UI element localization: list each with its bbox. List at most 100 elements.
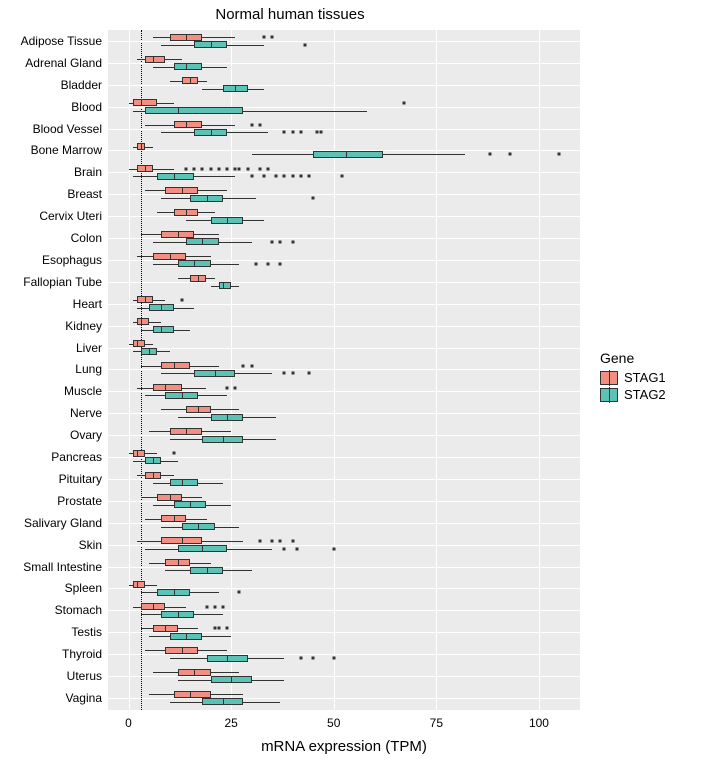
y-tick-label: Kidney: [65, 319, 108, 333]
y-tick-label: Esophagus: [42, 253, 108, 267]
boxplot-box: [170, 479, 199, 486]
y-tick-label: Muscle: [64, 384, 108, 398]
outlier-point: [402, 101, 405, 104]
y-tick-label: Liver: [76, 341, 108, 355]
boxplot-box: [145, 56, 166, 63]
y-tick-label: Cervix Uteri: [39, 209, 108, 223]
y-tick-label: Salivary Gland: [24, 516, 108, 530]
y-tick-label: Stomach: [55, 603, 108, 617]
outlier-point: [267, 262, 270, 265]
outlier-point: [283, 131, 286, 134]
outlier-point: [226, 627, 229, 630]
y-tick-label: Brain: [74, 165, 108, 179]
outlier-point: [558, 153, 561, 156]
y-tick-label: Adrenal Gland: [25, 56, 108, 70]
outlier-point: [279, 262, 282, 265]
outlier-point: [291, 175, 294, 178]
y-tick-label: Fallopian Tube: [23, 275, 108, 289]
boxplot-box: [145, 107, 244, 114]
outlier-point: [226, 386, 229, 389]
outlier-point: [217, 627, 220, 630]
outlier-point: [267, 167, 270, 170]
outlier-point: [291, 131, 294, 134]
outlier-point: [193, 167, 196, 170]
y-tick-label: Small Intestine: [23, 560, 108, 574]
outlier-point: [332, 657, 335, 660]
boxplot-box: [157, 173, 194, 180]
outlier-point: [291, 372, 294, 375]
x-axis-title: mRNA expression (TPM): [108, 738, 580, 755]
x-tick-label: 100: [529, 710, 549, 730]
outlier-point: [234, 167, 237, 170]
boxplot-box: [219, 282, 231, 289]
outlier-point: [217, 167, 220, 170]
y-tick-label: Heart: [73, 297, 108, 311]
outlier-point: [262, 36, 265, 39]
boxplot-box: [313, 151, 383, 158]
y-tick-label: Adipose Tissue: [21, 34, 108, 48]
outlier-point: [246, 167, 249, 170]
outlier-point: [226, 167, 229, 170]
plot-panel: 0255075100Adipose TissueAdrenal GlandBla…: [108, 30, 580, 710]
y-tick-label: Prostate: [57, 494, 108, 508]
legend-title: Gene: [600, 350, 666, 366]
boxplot-box: [174, 63, 203, 70]
outlier-point: [205, 605, 208, 608]
legend-swatch: [600, 371, 618, 385]
y-tick-label: Lung: [75, 362, 108, 376]
outlier-point: [283, 372, 286, 375]
boxplot-box: [133, 340, 145, 347]
boxplot-box: [153, 326, 174, 333]
outlier-point: [308, 372, 311, 375]
y-tick-label: Ovary: [70, 428, 108, 442]
outlier-point: [299, 657, 302, 660]
boxplot-box: [161, 362, 190, 369]
y-tick-label: Breast: [67, 187, 108, 201]
outlier-point: [258, 167, 261, 170]
outlier-point: [213, 627, 216, 630]
outlier-point: [250, 175, 253, 178]
legend-label: STAG2: [624, 387, 666, 402]
chart-title: Normal human tissues: [0, 6, 580, 23]
x-tick-label: 25: [224, 710, 237, 730]
legend-item: STAG2: [600, 387, 666, 402]
outlier-point: [283, 175, 286, 178]
outlier-point: [238, 167, 241, 170]
boxplot-box: [133, 450, 145, 457]
boxplot-box: [174, 121, 203, 128]
outlier-point: [509, 153, 512, 156]
outlier-point: [279, 539, 282, 542]
outlier-point: [184, 167, 187, 170]
y-tick-label: Nerve: [70, 406, 108, 420]
outlier-point: [213, 605, 216, 608]
y-tick-label: Colon: [71, 231, 108, 245]
y-tick-label: Blood Vessel: [33, 122, 108, 136]
outlier-point: [312, 657, 315, 660]
outlier-point: [283, 547, 286, 550]
outlier-point: [254, 262, 257, 265]
outlier-point: [250, 364, 253, 367]
chart-container: Normal human tissues 0255075100Adipose T…: [0, 0, 721, 759]
x-tick-label: 0: [125, 710, 132, 730]
outlier-point: [271, 539, 274, 542]
outlier-point: [172, 452, 175, 455]
outlier-point: [295, 547, 298, 550]
boxplot-box: [133, 99, 158, 106]
legend-item: STAG1: [600, 370, 666, 385]
legend: Gene STAG1 STAG2: [600, 350, 666, 404]
outlier-point: [258, 123, 261, 126]
y-tick-label: Skin: [79, 538, 108, 552]
x-tick-label: 75: [430, 710, 443, 730]
outlier-point: [312, 197, 315, 200]
outlier-point: [201, 167, 204, 170]
outlier-point: [279, 240, 282, 243]
outlier-point: [238, 591, 241, 594]
y-tick-label: Bladder: [61, 78, 108, 92]
outlier-point: [209, 167, 212, 170]
outlier-point: [291, 539, 294, 542]
outlier-point: [320, 131, 323, 134]
outlier-point: [304, 43, 307, 46]
outlier-point: [258, 539, 261, 542]
y-tick-label: Blood: [71, 100, 108, 114]
outlier-point: [340, 175, 343, 178]
